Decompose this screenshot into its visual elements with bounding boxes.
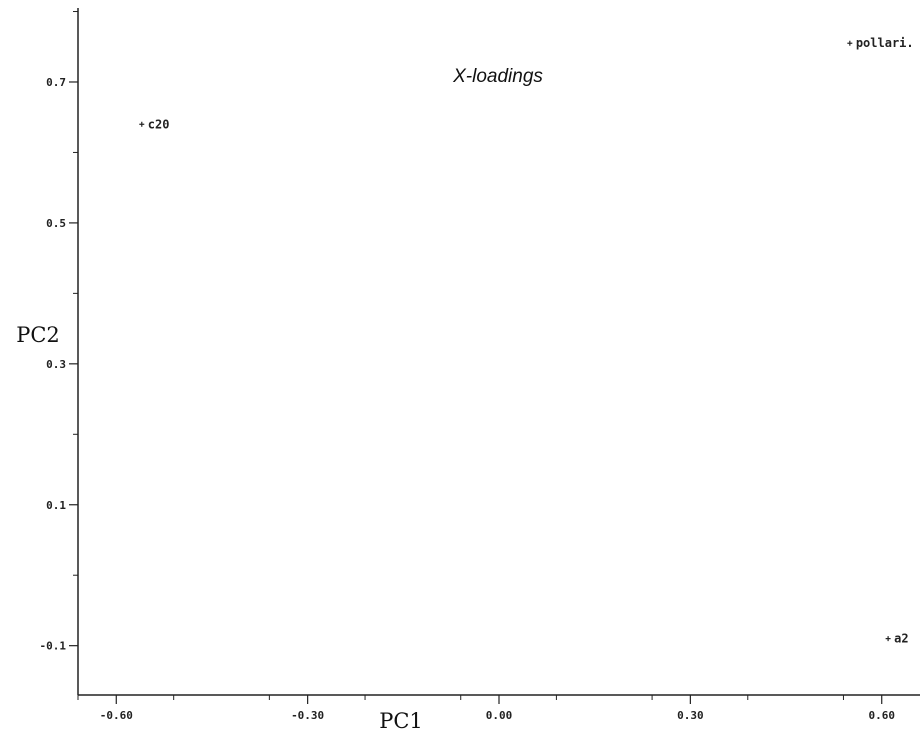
- x-tick-label: 0.30: [677, 709, 704, 722]
- y-tick-label: -0.1: [40, 640, 67, 653]
- data-point: c20: [139, 117, 169, 131]
- x-ticks: -0.60 -0.30 0.00 0.30 0.60: [77, 695, 895, 722]
- data-point: a2: [885, 632, 909, 646]
- axes: [77, 8, 920, 696]
- point-label: a2: [894, 632, 908, 646]
- y-tick-label: 0.1: [46, 499, 66, 512]
- y-axis-label: PC2: [16, 323, 60, 347]
- x-tick-label: -0.60: [100, 709, 133, 722]
- y-ticks: -0.1 0.1 0.3 0.5 0.7: [40, 11, 78, 653]
- data-point: pollari.: [847, 36, 914, 50]
- x-tick-label: 0.00: [486, 709, 513, 722]
- y-tick-label: 0.5: [46, 217, 66, 230]
- x-tick-label: -0.30: [291, 709, 324, 722]
- point-label: c20: [148, 117, 170, 131]
- x-axis-label: PC1: [379, 709, 423, 731]
- points-layer: c20 pollari. a2: [139, 36, 914, 646]
- point-label: pollari.: [856, 36, 914, 50]
- y-tick-label: 0.3: [46, 358, 66, 371]
- chart-title: X-loadings: [452, 66, 543, 87]
- x-tick-label: 0.60: [868, 709, 895, 722]
- y-tick-label: 0.7: [46, 76, 66, 89]
